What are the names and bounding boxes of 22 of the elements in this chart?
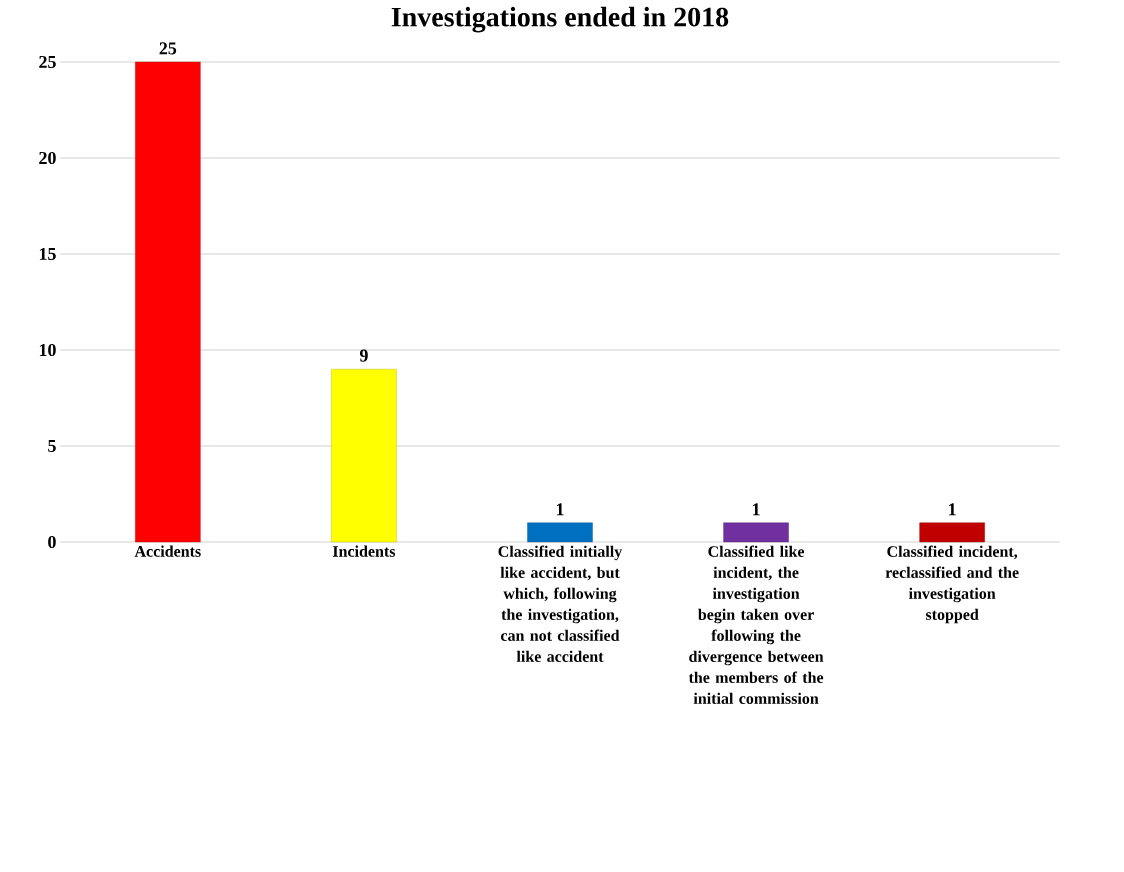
x-tick-label: Accidents bbox=[134, 545, 201, 557]
data-label: 1 bbox=[556, 503, 564, 516]
data-label: 9 bbox=[359, 349, 368, 362]
y-tick-label: 15 bbox=[39, 247, 56, 261]
y-tick-label: 5 bbox=[48, 440, 56, 452]
bar bbox=[919, 522, 985, 543]
chart-title: Investigations ended in 2018 bbox=[391, 6, 729, 33]
y-tick-label: 25 bbox=[39, 55, 56, 69]
x-tick-label: Classified like incident, the investigation begin taken over following the divergence between the members of the initial commission bbox=[688, 545, 824, 704]
bar bbox=[135, 61, 201, 543]
x-tick-label: Classified incident, reclassified and the investigation stopped bbox=[885, 545, 1019, 624]
data-label: 1 bbox=[949, 503, 956, 516]
x-tick-label: Incidents bbox=[332, 545, 396, 557]
y-tick-label: 20 bbox=[39, 151, 56, 165]
data-label: 25 bbox=[159, 42, 177, 55]
bar bbox=[331, 368, 397, 543]
y-tick-label: 10 bbox=[39, 343, 56, 357]
bar bbox=[723, 522, 789, 543]
data-label: 1 bbox=[753, 503, 760, 516]
y-tick-label: 0 bbox=[48, 535, 56, 549]
x-tick-label: Classified initially like accident, but which, following the investigation, can not classified like accident bbox=[498, 545, 623, 662]
bar bbox=[527, 522, 593, 543]
